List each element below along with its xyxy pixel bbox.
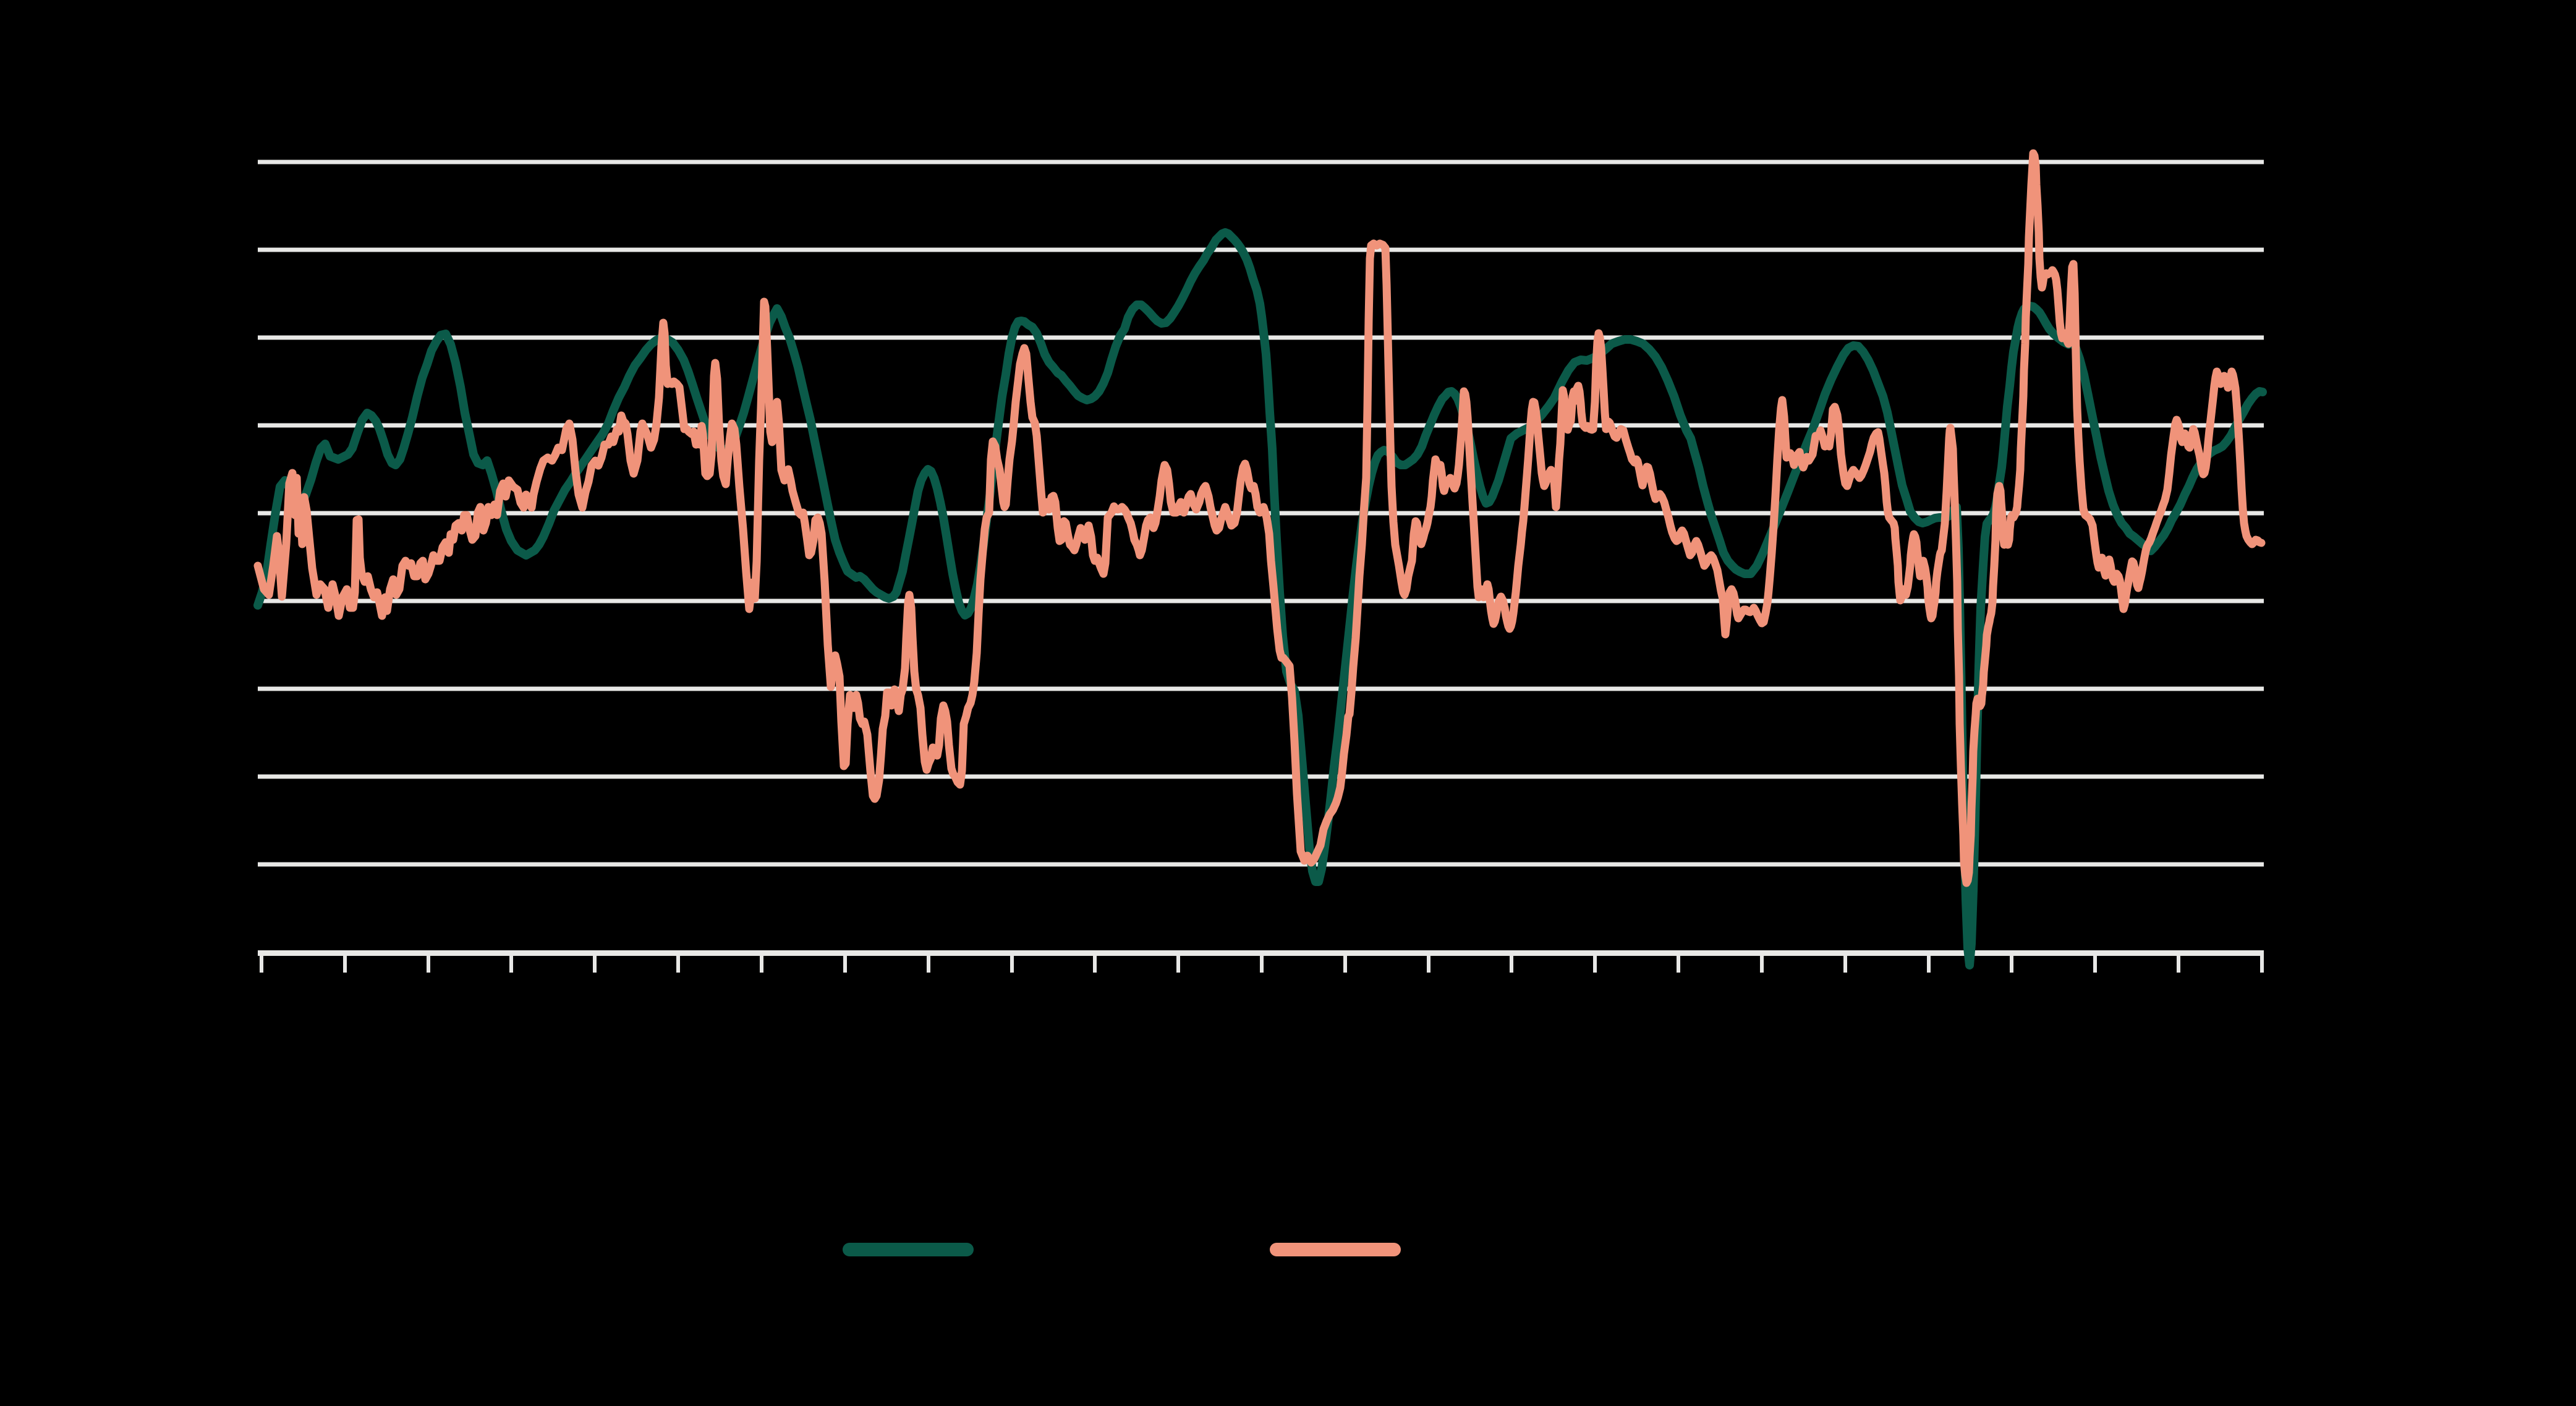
y-gridline (258, 160, 2264, 164)
y-gridline (258, 862, 2264, 867)
y-gridline (258, 686, 2264, 691)
y-gridline (258, 599, 2264, 603)
y-gridline (258, 423, 2264, 428)
x-axis-tick (1593, 956, 1597, 973)
x-axis-tick (676, 956, 680, 973)
x-axis-tick (1427, 956, 1430, 973)
x-axis-tick (1260, 956, 1264, 973)
x-axis-tick (1677, 956, 1680, 973)
x-axis-tick (1176, 956, 1180, 973)
salmon-series-swatch (1270, 1243, 1401, 1256)
x-axis-tick (2260, 956, 2264, 973)
x-axis-tick (1760, 956, 1764, 973)
x-axis-tick (343, 956, 347, 973)
x-axis-tick (843, 956, 847, 973)
y-gridline (258, 247, 2264, 252)
x-axis-tick (1927, 956, 1931, 973)
x-axis-tick (1343, 956, 1347, 973)
x-axis-tick (1510, 956, 1513, 973)
x-axis-tick (760, 956, 763, 973)
x-axis-tick (927, 956, 930, 973)
green-series-swatch (843, 1243, 974, 1256)
x-axis-tick (2093, 956, 2097, 973)
x-axis-tick (1093, 956, 1097, 973)
salmon-line (253, 149, 2266, 887)
x-axis-tick (1843, 956, 1847, 973)
x-axis-line (258, 950, 2264, 956)
x-axis-tick (509, 956, 513, 973)
x-axis-tick (2010, 956, 2013, 973)
x-axis-tick (593, 956, 597, 973)
x-axis-tick (1010, 956, 1014, 973)
x-axis-tick (427, 956, 430, 973)
x-axis-tick (260, 956, 263, 973)
y-gridline (258, 774, 2264, 779)
x-axis-tick (2177, 956, 2180, 973)
